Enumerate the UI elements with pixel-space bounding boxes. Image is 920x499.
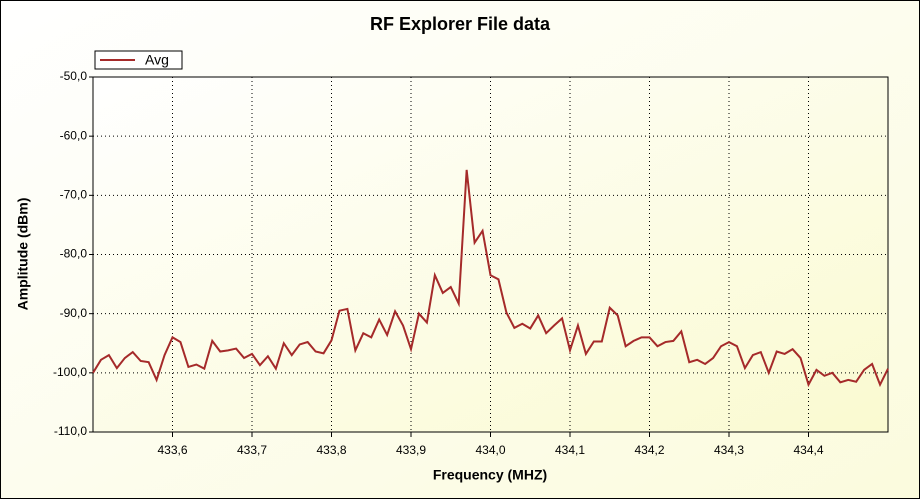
- x-tick-label: 434,2: [634, 443, 664, 457]
- y-tick-label: -60,0: [60, 128, 88, 142]
- plot-area: [93, 77, 888, 432]
- x-tick-label: 433,9: [396, 443, 426, 457]
- data-line: [92, 169, 889, 388]
- y-tick-label: -70,0: [60, 188, 88, 202]
- x-tick-label: 434,1: [555, 443, 585, 457]
- plot-border: [92, 76, 889, 433]
- x-tick-label: 434,3: [714, 443, 744, 457]
- y-tick-label: -110,0: [54, 424, 87, 438]
- x-axis-label: Frequency (MHZ): [433, 467, 547, 483]
- legend-label: Avg: [145, 52, 169, 68]
- x-tick-label: 434,4: [793, 443, 823, 457]
- x-tick-label: 433,6: [157, 443, 187, 457]
- chart-title: RF Explorer File data: [370, 14, 551, 34]
- y-axis-label: Amplitude (dBm): [15, 198, 31, 311]
- x-tick-label: 433,7: [237, 443, 267, 457]
- x-tick-label: 433,8: [316, 443, 346, 457]
- y-tick-label: -100,0: [53, 365, 87, 379]
- y-tick-label: -80,0: [60, 247, 88, 261]
- y-tick-label: -90,0: [60, 306, 88, 320]
- x-tick-label: 434,0: [475, 443, 505, 457]
- y-tick-label: -50,0: [60, 69, 88, 83]
- legend-box: [94, 50, 183, 70]
